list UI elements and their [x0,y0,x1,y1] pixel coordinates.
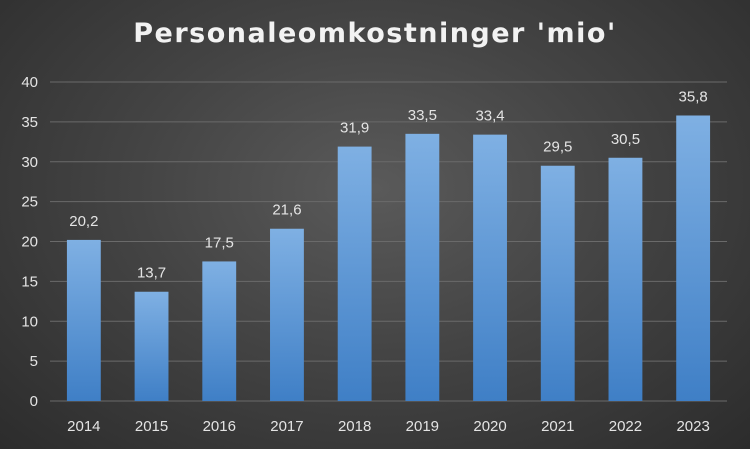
x-tick-label: 2020 [473,418,506,435]
x-tick-label: 2017 [270,418,303,435]
y-tick-label: 5 [30,353,38,370]
y-tick-label: 10 [21,313,38,330]
data-label: 17,5 [205,234,234,251]
x-tick-label: 2016 [203,418,236,435]
bar-2015 [134,291,169,401]
data-label: 33,4 [475,108,504,125]
x-tick-label: 2022 [609,418,642,435]
bar-2018 [337,146,372,401]
y-tick-label: 0 [30,393,38,410]
y-tick-label: 35 [21,114,38,131]
bar-2017 [270,228,304,401]
data-label: 35,8 [679,88,708,105]
y-tick-label: 25 [21,194,38,211]
bar-2021 [540,165,575,401]
chart-title: Personaleomkostninger 'mio' [133,18,617,49]
x-axis: 2014 2015 2016 2017 2018 2019 2020 2021 2022 2023 [67,418,710,435]
x-tick-label: 2014 [67,418,100,435]
bars [66,115,711,402]
y-tick-label: 30 [21,154,38,171]
bar-2023 [676,115,711,402]
data-label: 30,5 [611,131,640,148]
bar-2019 [405,133,440,401]
bar-2016 [202,261,237,401]
x-tick-label: 2019 [406,418,439,435]
x-tick-label: 2023 [676,418,709,435]
x-tick-label: 2015 [135,418,168,435]
x-tick-label: 2021 [541,418,574,435]
y-tick-label: 15 [21,273,38,290]
y-axis: 0 5 10 15 20 25 30 35 40 [21,74,38,410]
y-tick-label: 40 [21,74,38,91]
data-label: 20,2 [69,213,98,230]
data-label: 21,6 [272,202,301,219]
x-tick-label: 2018 [338,418,371,435]
data-label: 29,5 [543,139,572,156]
bar-2020 [473,134,507,401]
data-label: 31,9 [340,120,369,137]
bar-2022 [608,157,643,401]
data-label: 33,5 [408,107,437,124]
data-label: 13,7 [137,265,166,282]
data-labels: 20,2 13,7 17,5 21,6 31,9 33,5 33,4 29,5 30,5 35,8 [69,88,708,281]
bar-2014 [66,239,101,401]
y-tick-label: 20 [21,234,38,251]
